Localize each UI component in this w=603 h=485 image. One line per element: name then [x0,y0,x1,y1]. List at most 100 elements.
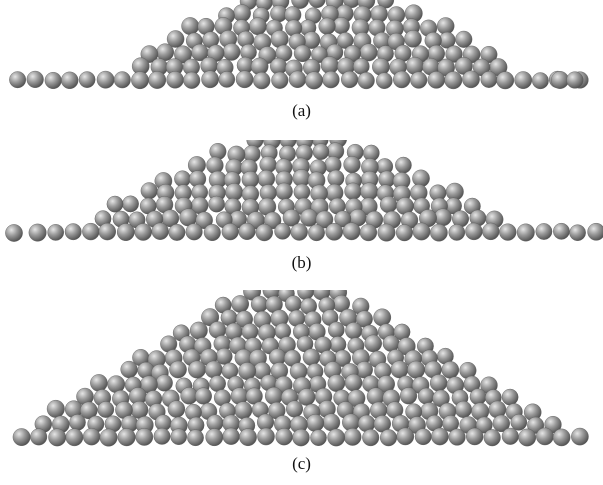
particle [167,400,186,418]
particle [80,401,98,420]
particle [469,388,487,406]
particle [297,388,316,406]
particle [496,71,515,90]
particle [271,71,289,89]
particle [390,360,409,379]
particle [203,224,221,241]
particle [396,427,415,446]
particle [148,71,167,89]
particle [120,360,138,379]
particle [344,182,362,200]
particle [552,428,571,447]
particle [69,414,86,431]
particle [376,72,393,89]
particle [360,182,379,201]
particle [218,71,236,88]
particle [26,70,44,88]
particle [46,399,65,418]
particle [318,17,336,35]
particle [221,223,239,241]
particle [98,222,116,241]
particle [322,70,340,89]
particle [399,387,418,405]
particle [130,401,149,419]
particle [241,323,259,340]
particle [343,428,362,446]
particle [65,428,84,447]
particle [310,429,327,446]
particle [501,427,519,445]
particle [44,71,62,89]
particle [253,71,271,90]
particle [359,223,378,242]
particle [238,222,256,240]
particle [30,428,48,446]
particle [117,428,136,447]
particle [106,195,124,213]
particle [201,70,219,89]
particle [275,182,293,201]
panel-b-label: (b) [291,253,312,272]
particle [569,224,586,241]
particle [343,156,361,174]
particle [308,0,326,8]
particle [78,71,96,88]
particle [48,428,67,447]
particle [166,71,184,89]
particle [427,71,446,89]
particle [410,71,428,89]
particle [373,308,392,327]
particle [169,360,187,379]
particle [231,295,249,313]
particle [285,400,304,418]
particle [96,70,115,89]
particle [364,334,382,353]
particle [189,321,208,340]
particle [407,360,426,379]
particle [288,70,307,88]
particle [454,400,472,418]
particle [185,223,203,241]
particle [393,70,411,89]
panel-a-label: (a) [292,101,311,120]
particle [499,223,517,241]
particle [395,224,413,242]
particle [225,183,243,201]
particle [274,223,291,240]
particle [441,361,460,379]
particle [465,222,483,241]
particle [345,322,363,340]
particle [444,71,463,90]
particle [431,427,449,446]
particle [235,70,254,89]
particle [263,211,282,230]
particle [514,71,533,89]
particle [187,429,204,447]
particle [536,427,554,446]
panel-c-label: (c) [292,454,311,473]
particle [353,58,370,75]
particle [140,182,158,200]
particle [382,334,400,352]
particle [255,223,273,242]
particle [233,4,251,23]
particle [412,222,431,241]
particle [551,71,569,89]
particle [194,387,212,405]
particle [284,295,302,313]
panel-b: (b) [0,140,603,280]
particle [312,143,330,160]
particle [222,43,241,61]
particle [116,223,135,241]
particle [168,223,186,241]
particle [448,224,466,241]
particle [257,427,275,446]
particle [282,209,301,227]
particle [475,416,493,434]
particle [166,30,185,48]
particle [238,362,257,381]
particle [174,45,192,64]
particle [482,222,500,241]
particle [205,428,224,447]
